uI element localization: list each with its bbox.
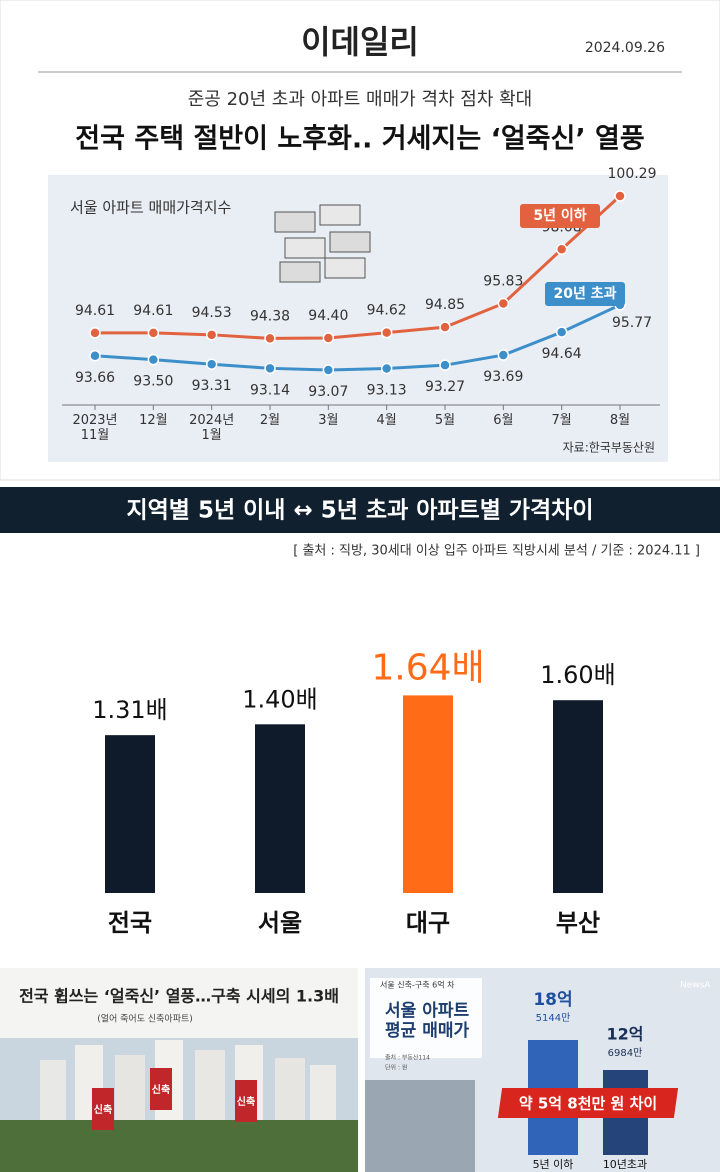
point bbox=[264, 362, 276, 375]
legend-box bbox=[545, 282, 625, 306]
photo-title: 서울 아파트 평균 매매가 bbox=[385, 1001, 470, 1041]
x-tick-label: 5월 bbox=[434, 413, 456, 428]
x-tick-label: 2월 bbox=[259, 413, 281, 428]
data-label: 94.85 bbox=[425, 297, 465, 313]
series-line bbox=[95, 194, 622, 340]
data-label: 95.83 bbox=[483, 273, 523, 289]
x-tick-label: 8월 bbox=[609, 413, 631, 428]
data-label: 93.69 bbox=[483, 369, 523, 385]
data-label: 94.40 bbox=[308, 308, 348, 324]
legend-label: 5년 이하 bbox=[533, 207, 586, 224]
x-tick-label: 부산 bbox=[556, 909, 600, 937]
sign: 신축 bbox=[152, 1083, 170, 1096]
x-tick-label: 6월 bbox=[493, 413, 514, 428]
bar bbox=[255, 724, 305, 893]
data-label: 100.29 bbox=[608, 166, 657, 182]
publisher: 이데일리 bbox=[301, 23, 419, 61]
money-icon bbox=[274, 204, 371, 283]
point bbox=[322, 364, 335, 376]
point bbox=[380, 326, 393, 339]
data-label: 93.07 bbox=[308, 384, 348, 400]
x-tick-label: 서울 bbox=[258, 909, 302, 937]
point bbox=[614, 190, 626, 202]
data-label: 1.64배 bbox=[371, 647, 484, 688]
point bbox=[555, 243, 568, 256]
photo-left: 전국 휩쓰는 ‘얼죽신’ 열풍…구축 시세의 1.3배 (얼어 죽어도 신축아파… bbox=[0, 968, 358, 1172]
point bbox=[264, 332, 276, 345]
headline: 전국 주택 절반이 노후화.. 거세지는 ‘얼죽신’ 열풍 bbox=[75, 124, 644, 155]
point bbox=[89, 350, 101, 362]
kicker: 서울 신축-구축 6억 차 bbox=[380, 980, 455, 990]
point bbox=[497, 297, 510, 310]
data-label: 94.53 bbox=[192, 305, 232, 321]
data-label: 94.62 bbox=[367, 303, 407, 319]
unit: 단위 : 원 bbox=[385, 1064, 407, 1072]
bar bbox=[105, 735, 155, 893]
x-tick-label: 12월 bbox=[139, 413, 168, 428]
x-tick-label: 7월 bbox=[551, 413, 572, 428]
price-sub: 6984만 bbox=[608, 1047, 643, 1059]
bar bbox=[553, 700, 603, 893]
data-label: 93.66 bbox=[75, 370, 115, 386]
legend-box bbox=[520, 204, 600, 228]
data-label: 1.31배 bbox=[92, 696, 168, 724]
price: 12억 bbox=[607, 1025, 644, 1044]
logo: NewsA bbox=[680, 981, 711, 991]
subtitle: 준공 20년 초과 아파트 매매가 격차 점차 확대 bbox=[188, 89, 532, 110]
data-label: 1.40배 bbox=[242, 685, 318, 713]
data-label: 93.14 bbox=[250, 382, 290, 398]
bar-label: 10년초과 bbox=[603, 1158, 647, 1171]
x-tick-label: 4월 bbox=[376, 413, 397, 428]
price-sub: 5144만 bbox=[536, 1012, 571, 1024]
photo-title: 전국 휩쓰는 ‘얼죽신’ 열풍…구축 시세의 1.3배 bbox=[19, 987, 339, 1006]
data-label: 93.27 bbox=[425, 379, 465, 395]
data-label: 93.13 bbox=[367, 383, 407, 399]
banner bbox=[0, 487, 720, 533]
source: 출처 : 부동산114 bbox=[385, 1054, 430, 1062]
bar-source: [ 출처 : 직방, 30세대 이상 입주 아파트 직방시세 분석 / 기준 :… bbox=[293, 544, 700, 559]
x-tick-label: 2024년 1월 bbox=[189, 413, 235, 443]
data-label: 93.31 bbox=[192, 378, 232, 394]
photo-right: 서울 신축-구축 6억 차 출처 : 부동산114 단위 : 원 NewsA 1… bbox=[365, 968, 720, 1172]
data-label: 94.38 bbox=[250, 308, 290, 324]
point bbox=[322, 332, 335, 344]
point bbox=[497, 349, 510, 361]
data-label: 94.61 bbox=[75, 303, 115, 319]
data-label: 94.61 bbox=[133, 303, 173, 319]
bar-chart-title: 지역별 5년 이내 ↔ 5년 초과 아파트별 가격차이 bbox=[126, 498, 593, 524]
sign: 신축 bbox=[94, 1103, 112, 1116]
point bbox=[205, 329, 218, 341]
sign: 신축 bbox=[237, 1095, 255, 1108]
bar bbox=[403, 695, 453, 893]
point bbox=[205, 358, 218, 370]
point bbox=[89, 327, 101, 339]
x-tick-label: 2023년 11월 bbox=[72, 413, 118, 443]
x-tick-label: 대구 bbox=[406, 909, 450, 937]
point bbox=[555, 326, 568, 338]
chart-title: 서울 아파트 매매가격지수 bbox=[70, 199, 231, 217]
point bbox=[147, 353, 160, 366]
date: 2024.09.26 bbox=[585, 40, 665, 56]
data-label: 93.50 bbox=[133, 374, 173, 390]
point bbox=[380, 362, 393, 375]
point bbox=[439, 359, 451, 371]
data-label: 1.60배 bbox=[540, 661, 616, 689]
series-line bbox=[94, 303, 621, 372]
photo-caption: (얼어 죽어도 신축아파트) bbox=[97, 1014, 193, 1025]
bar-label: 5년 이하 bbox=[533, 1157, 574, 1171]
point bbox=[147, 327, 160, 339]
legend-label: 20년 초과 bbox=[554, 286, 617, 302]
data-label: 94.64 bbox=[542, 346, 582, 362]
data-label: 95.77 bbox=[612, 315, 652, 331]
source: 자료:한국부동산원 bbox=[563, 441, 655, 455]
point bbox=[439, 321, 451, 333]
x-tick-label: 3월 bbox=[318, 413, 339, 428]
x-tick-label: 전국 bbox=[108, 909, 152, 937]
diff-banner: 약 5억 8천만 원 차이 bbox=[519, 1095, 657, 1113]
price: 18억 bbox=[533, 990, 572, 1010]
